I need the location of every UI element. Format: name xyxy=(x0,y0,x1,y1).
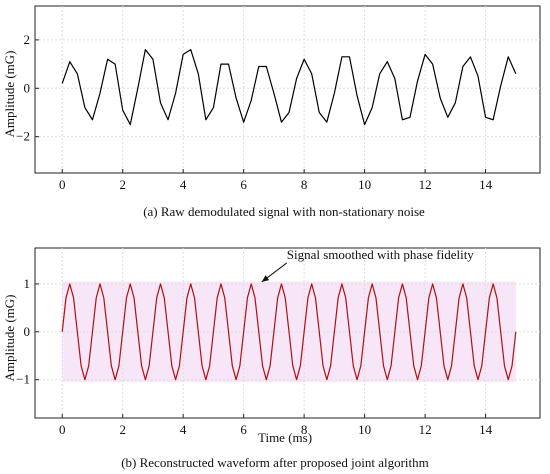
x-tick-label: 6 xyxy=(240,177,247,192)
reconstructed-signal-line xyxy=(61,283,517,381)
x-tick-label: 10 xyxy=(358,177,371,192)
raw-signal-x-tick-labels: 0 2 4 6 8 10 12 14 xyxy=(59,177,493,192)
x-tick-label: 4 xyxy=(180,422,187,437)
x-tick-label: 8 xyxy=(301,177,308,192)
y-tick-label: 0 xyxy=(24,80,31,95)
reconstructed-signal-x-tick-labels: 0 2 4 6 8 10 12 14 xyxy=(59,422,493,437)
y-tick-label: −2 xyxy=(16,129,30,144)
reconstructed-signal-y-tick-labels: −1 0 1 xyxy=(16,276,30,387)
x-tick-label: 14 xyxy=(479,177,493,192)
reconstructed-signal-y-axis-label: Amplitude (mG) xyxy=(2,294,17,381)
x-tick-label: 10 xyxy=(358,422,371,437)
y-tick-label: −1 xyxy=(16,372,30,387)
raw-signal-line xyxy=(61,48,517,126)
raw-signal-plot-area xyxy=(34,5,541,174)
raw-signal-panel: 0 2 4 6 8 10 12 14 −2 0 2 Amplitude (mG) (a) Raw … xyxy=(2,5,541,219)
y-tick-label: 1 xyxy=(24,276,31,291)
raw-signal-y-tick-labels: −2 0 2 xyxy=(16,32,30,144)
raw-signal-series xyxy=(61,48,517,126)
x-tick-label: 0 xyxy=(59,422,66,437)
x-tick-label: 6 xyxy=(240,422,247,437)
phase-fidelity-annotation: Signal smoothed with phase fidelity xyxy=(261,247,475,283)
x-tick-label: 12 xyxy=(419,177,432,192)
y-tick-label: 0 xyxy=(24,324,31,339)
raw-signal-y-axis-label: Amplitude (mG) xyxy=(2,50,17,137)
reconstructed-signal-caption: (b) Reconstructed waveform after propose… xyxy=(121,455,429,470)
x-tick-label: 4 xyxy=(180,177,187,192)
y-tick-label: 2 xyxy=(24,32,31,47)
x-tick-label: 14 xyxy=(479,422,493,437)
reconstructed-signal-series xyxy=(61,283,517,381)
x-tick-label: 0 xyxy=(59,177,66,192)
x-tick-label: 12 xyxy=(419,422,432,437)
reconstructed-signal-x-axis-label: Time (ms) xyxy=(258,430,312,445)
raw-signal-caption: (a) Raw demodulated signal with non-stat… xyxy=(143,204,425,219)
annotation-arrow-head xyxy=(261,275,270,282)
x-tick-label: 2 xyxy=(119,177,126,192)
x-tick-label: 2 xyxy=(119,422,126,437)
x-tick-label: 8 xyxy=(301,422,308,437)
annotation-text: Signal smoothed with phase fidelity xyxy=(287,247,475,262)
reconstructed-signal-panel: 0 2 4 6 8 10 12 14 −1 0 1 Amplitude (mG) Time (ms… xyxy=(2,247,541,470)
